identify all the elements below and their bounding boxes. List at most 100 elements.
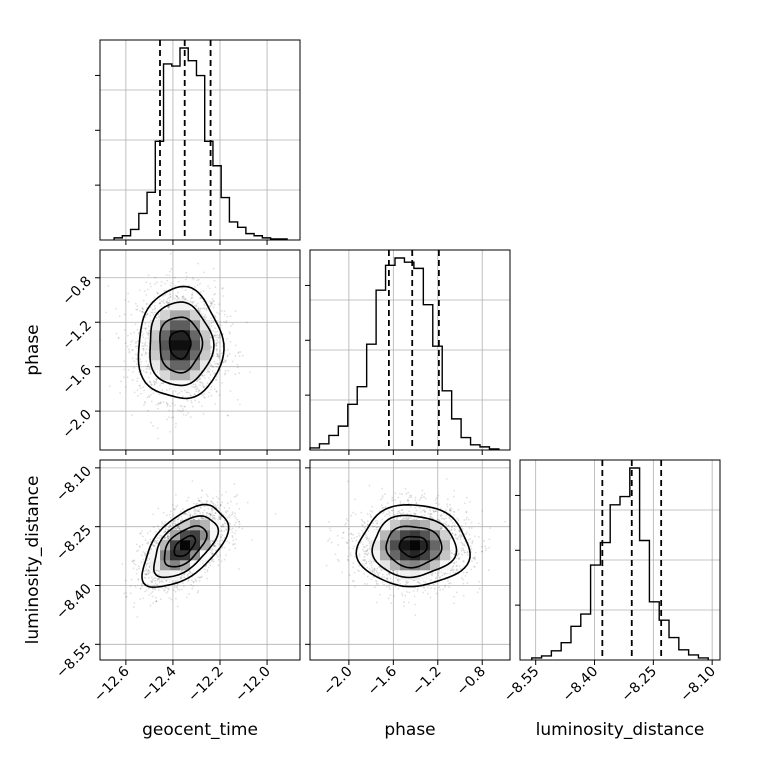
scatter-point <box>174 298 176 300</box>
scatter-point <box>125 342 127 344</box>
scatter-point <box>119 392 121 394</box>
scatter-point <box>145 567 147 569</box>
scatter-point <box>154 308 156 310</box>
scatter-point <box>170 285 172 287</box>
scatter-point <box>166 419 168 421</box>
scatter-point <box>124 299 126 301</box>
scatter-point <box>140 588 142 590</box>
scatter-point <box>190 416 192 418</box>
scatter-point <box>203 396 205 398</box>
scatter-point <box>194 394 196 396</box>
scatter-point <box>206 309 208 311</box>
scatter-point <box>173 416 175 418</box>
scatter-point <box>146 589 148 591</box>
scatter-point <box>204 314 206 316</box>
scatter-point <box>181 516 183 518</box>
scatter-point <box>376 520 378 522</box>
scatter-point <box>182 582 184 584</box>
scatter-point <box>171 523 173 525</box>
scatter-point <box>155 597 157 599</box>
scatter-point <box>135 303 137 305</box>
scatter-point <box>224 507 226 509</box>
scatter-point <box>251 539 253 541</box>
scatter-point <box>152 596 154 598</box>
scatter-point <box>218 303 220 305</box>
scatter-point <box>145 577 147 579</box>
scatter-point <box>216 312 218 314</box>
scatter-point <box>214 304 216 306</box>
density-cell <box>160 370 170 380</box>
scatter-point <box>195 513 197 515</box>
scatter-point <box>197 391 199 393</box>
scatter-point <box>130 593 132 595</box>
scatter-point <box>160 581 162 583</box>
scatter-point <box>225 554 227 556</box>
scatter-point <box>151 582 153 584</box>
scatter-point <box>188 579 190 581</box>
scatter-point <box>219 350 221 352</box>
scatter-point <box>133 567 135 569</box>
scatter-point <box>158 589 160 591</box>
scatter-point <box>154 311 156 313</box>
scatter-point <box>229 353 231 355</box>
density-cell <box>170 560 180 570</box>
scatter-point <box>177 606 179 608</box>
scatter-point <box>220 504 222 506</box>
scatter-point <box>204 568 206 570</box>
scatter-point <box>204 374 206 376</box>
scatter-point <box>219 355 221 357</box>
scatter-point <box>226 320 228 322</box>
scatter-point <box>236 503 238 505</box>
scatter-point <box>154 277 156 279</box>
scatter-point <box>368 552 370 554</box>
scatter-point <box>215 512 217 514</box>
scatter-point <box>147 289 149 291</box>
scatter-point <box>155 543 157 545</box>
scatter-point <box>354 586 356 588</box>
scatter-point <box>163 589 165 591</box>
scatter-point <box>189 571 191 573</box>
scatter-point <box>137 389 139 391</box>
scatter-point <box>408 502 410 504</box>
scatter-point <box>229 331 231 333</box>
scatter-point <box>427 513 429 515</box>
scatter-point <box>142 386 144 388</box>
scatter-point <box>225 528 227 530</box>
scatter-point <box>219 518 221 520</box>
scatter-point <box>137 340 139 342</box>
scatter-point <box>172 504 174 506</box>
scatter-point <box>160 401 162 403</box>
scatter-point <box>470 538 472 540</box>
scatter-point <box>218 337 220 339</box>
scatter-point <box>133 563 135 565</box>
scatter-point <box>236 519 238 521</box>
scatter-point <box>131 349 133 351</box>
scatter-point <box>206 578 208 580</box>
scatter-point <box>391 602 393 604</box>
scatter-point <box>195 383 197 385</box>
scatter-point <box>234 515 236 517</box>
scatter-point <box>159 582 161 584</box>
scatter-point <box>155 531 157 533</box>
scatter-point <box>194 286 196 288</box>
scatter-point <box>139 384 141 386</box>
scatter-point <box>193 503 195 505</box>
scatter-point <box>192 292 194 294</box>
scatter-point <box>218 313 220 315</box>
scatter-point <box>216 376 218 378</box>
scatter-point <box>139 310 141 312</box>
scatter-point <box>140 393 142 395</box>
scatter-point <box>229 517 231 519</box>
scatter-point <box>208 396 210 398</box>
scatter-point <box>136 305 138 307</box>
scatter-point <box>202 385 204 387</box>
scatter-point <box>160 598 162 600</box>
scatter-point <box>234 547 236 549</box>
scatter-point <box>193 384 195 386</box>
scatter-point <box>144 402 146 404</box>
scatter-point <box>170 293 172 295</box>
scatter-point <box>247 502 249 504</box>
scatter-point <box>230 341 232 343</box>
scatter-point <box>203 271 205 273</box>
